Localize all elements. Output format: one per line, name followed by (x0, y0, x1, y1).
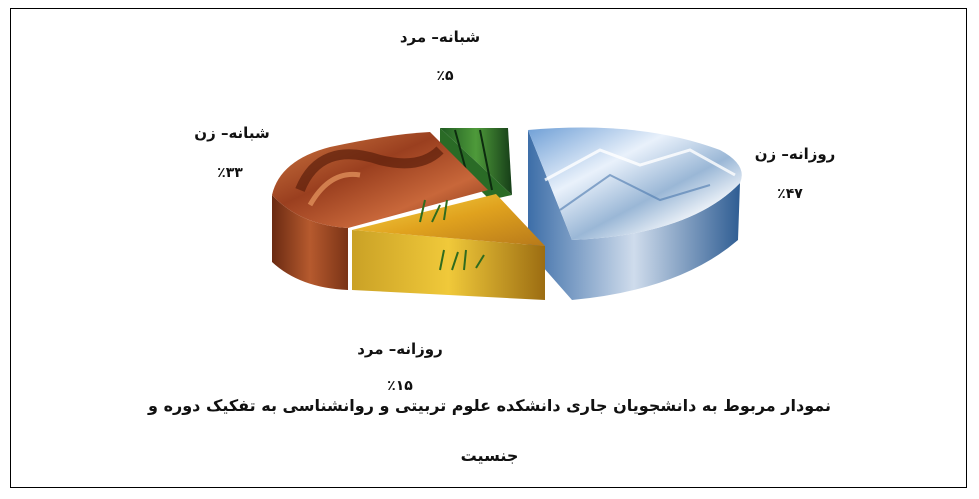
slice-top (352, 194, 545, 246)
slice-side (528, 130, 740, 300)
slice-top (528, 127, 742, 240)
chart-title-line2: جنسیت (460, 446, 519, 465)
slice-label-ruzane-zan: روزانه– زن (754, 145, 836, 163)
slice-label-shabane-zan: شبانه– زن (194, 124, 270, 142)
slice-side (352, 230, 545, 300)
slice-ruzane-mard (352, 194, 545, 300)
slice-side (272, 195, 348, 290)
slice-ruzane-zan (528, 127, 742, 300)
slice-label-ruzane-mard: روزانه– مرد (357, 340, 443, 358)
slice-label-shabane-mard: شبانه– مرد (399, 28, 481, 46)
slice-value-ruzane-zan: ٪۴۷ (777, 186, 803, 202)
slice-shabane-zan (272, 132, 488, 290)
slice-side (440, 128, 512, 200)
slice-value-shabane-zan: ٪۳۳ (217, 165, 243, 181)
slice-value-ruzane-mard: ٪۱۵ (387, 378, 413, 394)
slice-value-shabane-mard: ٪۵ (436, 68, 454, 84)
chart-title-line1: نمودار مربوط به دانشجویان جاری دانشکده ع… (148, 396, 831, 415)
